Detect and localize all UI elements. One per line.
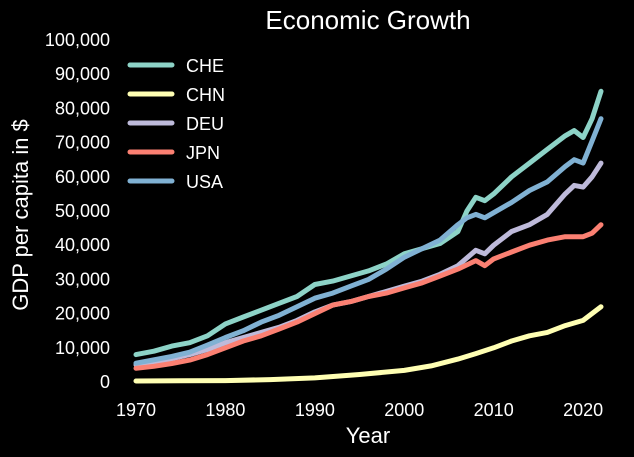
y-tick-label: 20,000	[55, 304, 110, 324]
series-line-jpn	[133, 222, 604, 371]
y-tick-label: 10,000	[55, 338, 110, 358]
y-tick-label: 70,000	[55, 133, 110, 153]
chart-title: Economic Growth	[265, 5, 470, 35]
series-line-che	[133, 88, 604, 358]
x-axis-label: Year	[346, 423, 390, 448]
y-tick-label: 50,000	[55, 201, 110, 221]
y-tick-label: 90,000	[55, 64, 110, 84]
y-tick-label: 80,000	[55, 98, 110, 118]
x-tick-label: 2020	[563, 400, 603, 420]
x-tick-label: 1970	[116, 400, 156, 420]
y-axis-label: GDP per capita in $	[8, 119, 33, 311]
y-tick-label: 30,000	[55, 269, 110, 289]
x-tick-label: 2010	[474, 400, 514, 420]
x-tick-label: 1990	[295, 400, 335, 420]
x-tick-label: 2000	[384, 400, 424, 420]
legend-label-usa: USA	[186, 172, 223, 192]
y-tick-label: 100,000	[45, 30, 110, 50]
legend-label-che: CHE	[186, 56, 224, 76]
legend-label-jpn: JPN	[186, 143, 220, 163]
legend-label-deu: DEU	[186, 114, 224, 134]
series-line-chn	[133, 304, 604, 384]
legend-label-chn: CHN	[186, 85, 225, 105]
x-tick-label: 1980	[205, 400, 245, 420]
y-tick-label: 40,000	[55, 235, 110, 255]
y-axis-ticks: 0 10,000 20,000 30,000 40,000 50,000 60,000 70,…	[45, 30, 110, 392]
series-line-usa	[133, 116, 604, 366]
y-tick-label: 0	[100, 372, 110, 392]
series-lines	[133, 88, 604, 384]
x-axis-ticks: 1970 1980 1990 2000 2010 2020	[116, 400, 603, 420]
legend: CHE CHN DEU JPN USA	[127, 56, 225, 192]
y-tick-label: 60,000	[55, 167, 110, 187]
